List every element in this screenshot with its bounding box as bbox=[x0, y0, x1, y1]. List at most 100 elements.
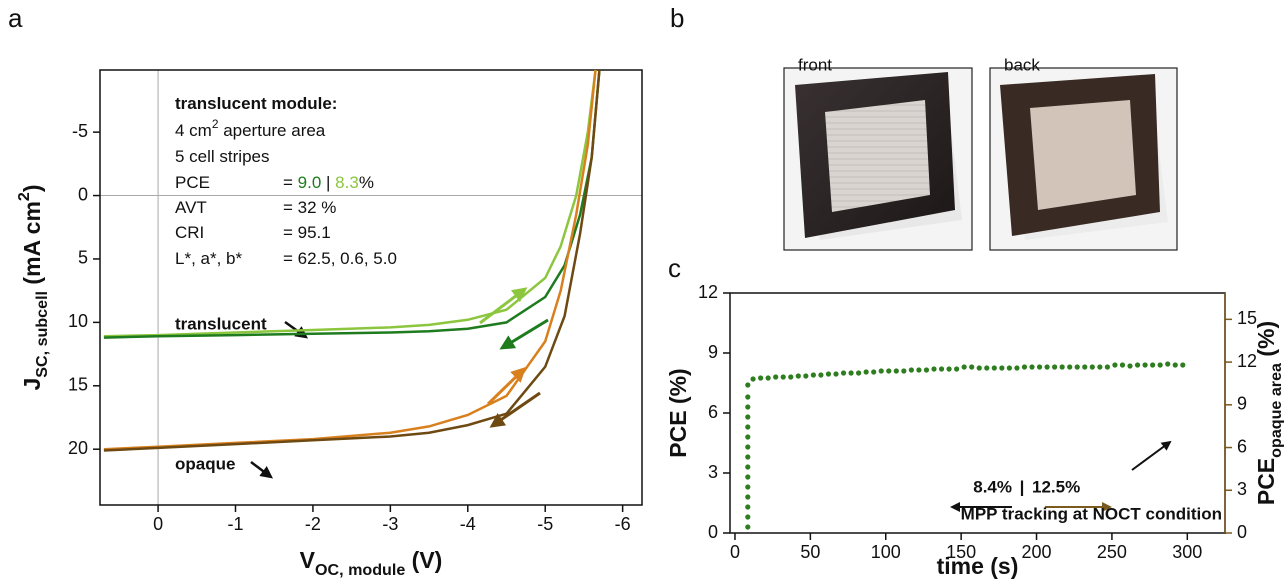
y-tick-label: 9 bbox=[708, 342, 718, 362]
x-tick-label: 100 bbox=[871, 542, 901, 562]
point bbox=[1059, 364, 1065, 370]
point bbox=[788, 374, 794, 380]
info-value: = 32 % bbox=[283, 198, 336, 217]
point bbox=[1067, 364, 1073, 370]
y-axis-label: PCE (%) bbox=[665, 368, 691, 457]
x-tick-label: 200 bbox=[1022, 542, 1052, 562]
x-axis-label: time (s) bbox=[937, 553, 1019, 579]
annotation: MPP tracking at NOCT condition bbox=[961, 504, 1222, 523]
info-label: 5 cell stripes bbox=[175, 147, 269, 166]
info-value: = 62.5, 0.6, 5.0 bbox=[283, 249, 397, 268]
info-label: 4 cm2 aperture area bbox=[175, 117, 326, 140]
point bbox=[848, 370, 854, 376]
point bbox=[1150, 362, 1156, 368]
point bbox=[745, 424, 751, 430]
y-tick-label: 6 bbox=[708, 402, 718, 422]
text-part: J bbox=[19, 378, 45, 391]
x-tick-label: -3 bbox=[382, 514, 398, 534]
point bbox=[969, 364, 975, 370]
text-part: V bbox=[300, 547, 316, 573]
photo-back bbox=[989, 67, 1178, 251]
text-part: OC, module bbox=[315, 561, 405, 579]
text-part: PCE (%) bbox=[665, 368, 691, 457]
point bbox=[780, 374, 786, 380]
point bbox=[795, 373, 801, 379]
point bbox=[991, 365, 997, 371]
point bbox=[1036, 364, 1043, 370]
point bbox=[1180, 362, 1186, 368]
point bbox=[745, 484, 751, 490]
text-part: SC, subcell bbox=[33, 291, 51, 378]
panel: a 0 -1 -2 -3 -4 -5 -6 -5 0 5 10 15 20 VOC, module (V) J… bbox=[8, 3, 643, 579]
point bbox=[745, 382, 751, 388]
text-part: AVT bbox=[175, 198, 207, 217]
point bbox=[1104, 364, 1110, 370]
point bbox=[810, 372, 816, 378]
point bbox=[871, 369, 877, 375]
point bbox=[1112, 362, 1118, 368]
point bbox=[938, 366, 945, 372]
text-part: L*, a*, b* bbox=[175, 249, 242, 268]
annotation: 8.4% bbox=[973, 477, 1012, 496]
point bbox=[745, 524, 751, 530]
x-tick-label: 150 bbox=[946, 542, 976, 562]
point bbox=[803, 373, 809, 379]
y-tick-label: 0 bbox=[708, 522, 718, 542]
text-part: 2 bbox=[15, 192, 33, 201]
point bbox=[886, 368, 892, 374]
point bbox=[1074, 364, 1080, 370]
text-part: CRI bbox=[175, 223, 204, 242]
text-part: (mA cm bbox=[19, 201, 45, 291]
point bbox=[818, 372, 824, 378]
info-label: PCE bbox=[175, 173, 210, 192]
info-value: = 95.1 bbox=[283, 223, 331, 242]
photo-label: front bbox=[798, 55, 832, 74]
point bbox=[946, 366, 952, 372]
point bbox=[1119, 362, 1126, 368]
point bbox=[1127, 363, 1133, 369]
panel-label: c bbox=[668, 253, 681, 283]
point bbox=[745, 504, 751, 510]
point bbox=[745, 514, 751, 520]
x-tick-label: -4 bbox=[460, 514, 476, 534]
point bbox=[758, 375, 764, 381]
info-label: L*, a*, b* bbox=[175, 249, 242, 268]
point bbox=[1029, 364, 1035, 370]
text-part: = 62.5, 0.6, 5.0 bbox=[283, 249, 397, 268]
text-part: 5 cell stripes bbox=[175, 147, 269, 166]
plot-frame bbox=[729, 292, 1226, 534]
point bbox=[745, 454, 751, 460]
point bbox=[745, 444, 751, 450]
point bbox=[856, 370, 862, 376]
text-part: PCE bbox=[175, 173, 210, 192]
point bbox=[954, 366, 960, 372]
point bbox=[750, 376, 756, 382]
curve bbox=[103, 69, 601, 452]
point bbox=[745, 414, 751, 420]
point bbox=[1006, 365, 1012, 371]
y2-tick-label: 12 bbox=[1237, 351, 1257, 371]
text-part: time (s) bbox=[937, 553, 1019, 579]
x-tick-label: -6 bbox=[615, 514, 631, 534]
y2-tick-label: 0 bbox=[1237, 522, 1247, 542]
point bbox=[901, 368, 907, 374]
x-tick-label: 50 bbox=[800, 542, 820, 562]
x-tick-label: 250 bbox=[1097, 542, 1127, 562]
y-tick-label: 0 bbox=[78, 184, 88, 204]
point bbox=[908, 367, 914, 373]
point bbox=[765, 375, 771, 381]
y2-tick-label: 3 bbox=[1237, 479, 1247, 499]
point bbox=[984, 365, 990, 371]
y-tick-label: 5 bbox=[78, 248, 88, 268]
text-part: | bbox=[321, 173, 335, 192]
annotation: translucent bbox=[175, 314, 267, 333]
x-tick-label: 0 bbox=[730, 542, 740, 562]
info-value: = 9.0 | 8.3% bbox=[283, 173, 374, 192]
y-tick-label: 20 bbox=[68, 438, 88, 458]
point bbox=[1052, 364, 1058, 370]
y-tick-label: 3 bbox=[708, 462, 718, 482]
y2-tick-label: 15 bbox=[1237, 308, 1257, 328]
photo-front bbox=[783, 67, 973, 251]
y2-tick-label: 9 bbox=[1237, 394, 1247, 414]
point bbox=[745, 394, 751, 400]
